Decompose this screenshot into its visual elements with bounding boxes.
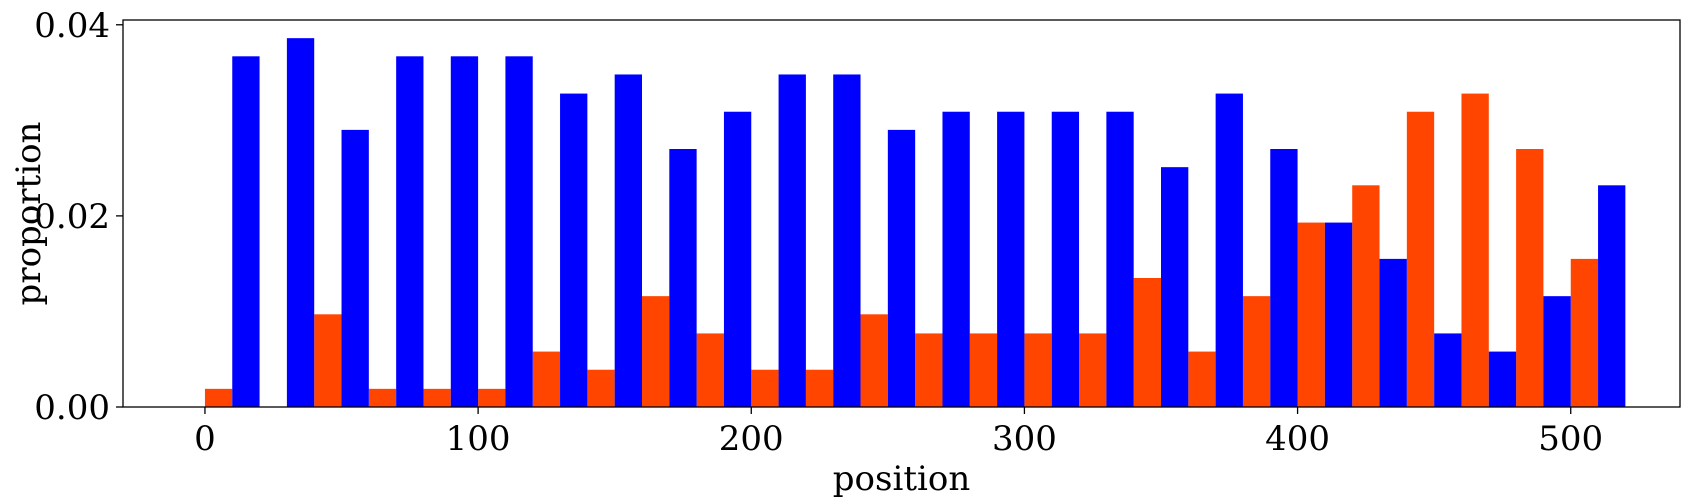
bar-series0-bin0 bbox=[204, 388, 233, 407]
bar-series1-bin3 bbox=[396, 56, 424, 408]
bar-series1-bin22 bbox=[1434, 333, 1462, 407]
bar-series1-bin7 bbox=[614, 74, 642, 407]
x-tick-label: 100 bbox=[446, 419, 511, 459]
x-tick-label: 500 bbox=[1538, 419, 1603, 459]
bar-series0-bin19 bbox=[1242, 296, 1271, 407]
bar-series0-bin23 bbox=[1461, 93, 1489, 408]
bar-series1-bin19 bbox=[1270, 149, 1298, 407]
bar-series0-bin10 bbox=[751, 369, 779, 407]
bar-series1-bin9 bbox=[723, 111, 752, 407]
bars-layer bbox=[204, 38, 1626, 408]
bar-series1-bin12 bbox=[887, 129, 916, 407]
bar-series1-bin17 bbox=[1161, 167, 1189, 407]
bar-series1-bin15 bbox=[1051, 111, 1080, 407]
y-ticks: 0.00 0.02 0.04 bbox=[34, 6, 123, 428]
bar-series1-bin23 bbox=[1488, 351, 1517, 407]
bar-series0-bin12 bbox=[860, 314, 888, 407]
bar-series1-bin24 bbox=[1543, 296, 1571, 407]
bar-series0-bin15 bbox=[1024, 333, 1052, 407]
bar-series1-bin0 bbox=[232, 56, 260, 408]
x-tick-label: 300 bbox=[992, 419, 1057, 459]
bar-series1-bin21 bbox=[1379, 258, 1407, 407]
bar-series1-bin10 bbox=[778, 74, 806, 407]
bar-series1-bin1 bbox=[286, 38, 315, 408]
y-tick-label: 0.00 bbox=[34, 388, 110, 428]
x-axis-label: position bbox=[833, 459, 970, 499]
bar-series0-bin22 bbox=[1406, 111, 1435, 407]
bar-series0-bin3 bbox=[368, 388, 397, 407]
bar-series1-bin20 bbox=[1324, 222, 1353, 407]
x-tick-label: 0 bbox=[194, 419, 216, 459]
bar-series0-bin9 bbox=[696, 333, 724, 407]
bar-series0-bin17 bbox=[1133, 278, 1161, 407]
bar-series0-bin20 bbox=[1297, 222, 1325, 407]
bar-series0-bin18 bbox=[1188, 351, 1216, 407]
bar-series1-bin18 bbox=[1215, 93, 1243, 408]
bar-series1-bin13 bbox=[942, 111, 970, 407]
y-tick-label: 0.04 bbox=[34, 6, 110, 46]
bar-series1-bin14 bbox=[997, 111, 1025, 407]
bar-series0-bin2 bbox=[314, 314, 342, 407]
bar-series1-bin5 bbox=[505, 56, 533, 408]
bar-series1-bin11 bbox=[833, 74, 861, 407]
bar-series0-bin8 bbox=[642, 296, 670, 407]
bar-series1-bin6 bbox=[560, 93, 588, 408]
bar-series1-bin8 bbox=[669, 149, 697, 407]
x-tick-label: 400 bbox=[1265, 419, 1330, 459]
bar-series0-bin16 bbox=[1079, 333, 1107, 407]
bar-series0-bin25 bbox=[1570, 258, 1599, 407]
bar-series0-bin11 bbox=[805, 369, 834, 407]
x-ticks: 0 100 200 300 400 500 bbox=[194, 407, 1603, 459]
x-tick-label: 200 bbox=[719, 419, 784, 459]
bar-series0-bin24 bbox=[1516, 149, 1544, 407]
bar-series0-bin5 bbox=[478, 388, 506, 407]
bar-series1-bin16 bbox=[1106, 111, 1134, 407]
bar-series0-bin14 bbox=[969, 333, 998, 407]
bar-series0-bin6 bbox=[532, 351, 561, 407]
bar-series1-bin4 bbox=[450, 56, 479, 408]
y-axis-label: proportion bbox=[9, 122, 49, 306]
bar-series0-bin21 bbox=[1352, 185, 1380, 407]
bar-series0-bin4 bbox=[423, 388, 451, 407]
bar-series0-bin7 bbox=[587, 369, 615, 407]
y-tick-label: 0.02 bbox=[34, 197, 110, 237]
bar-series1-bin2 bbox=[341, 129, 369, 407]
plot-frame bbox=[122, 19, 1681, 408]
bar-series1-bin25 bbox=[1598, 185, 1626, 407]
bar-series0-bin13 bbox=[915, 333, 943, 407]
